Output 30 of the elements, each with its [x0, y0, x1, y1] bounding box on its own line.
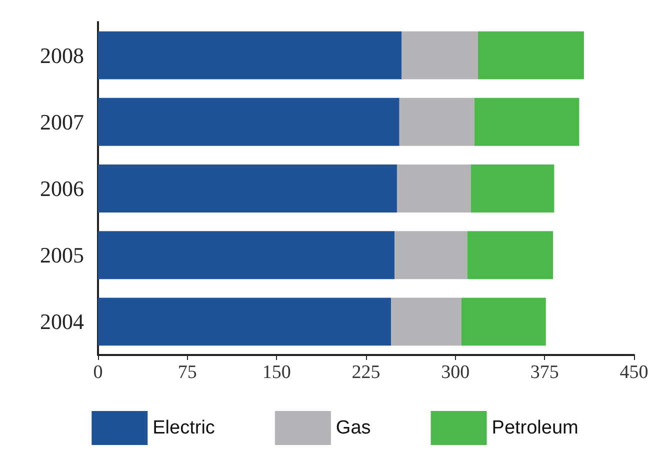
bar: [470, 164, 554, 212]
bar: [402, 31, 478, 80]
bar: [98, 231, 395, 280]
x-tick-label: 75: [178, 362, 197, 383]
bar: [399, 98, 474, 146]
bar: [478, 31, 584, 80]
y-tick-label: 2004: [40, 309, 84, 334]
y-tick-label: 2006: [40, 176, 84, 201]
bar: [98, 31, 402, 80]
bar: [98, 164, 397, 212]
bar: [474, 98, 580, 146]
legend-label: Electric: [152, 418, 215, 438]
bar: [467, 231, 554, 280]
bar: [394, 231, 468, 280]
bar: [98, 298, 392, 346]
y-tick-label: 2007: [40, 109, 84, 134]
legend-label: Petroleum: [492, 418, 578, 438]
x-tick-label: 300: [441, 362, 470, 383]
bar: [391, 298, 462, 346]
bar: [98, 98, 400, 146]
y-tick-label: 2005: [40, 242, 84, 268]
x-tick-label: 375: [530, 362, 559, 383]
bar: [461, 298, 546, 346]
x-tick-label: 0: [93, 362, 103, 383]
x-tick-label: 150: [262, 362, 291, 383]
legend-label: Gas: [336, 418, 371, 438]
bar: [396, 164, 471, 212]
x-tick-label: 225: [352, 362, 380, 383]
x-tick-label: 450: [620, 362, 648, 383]
y-tick-label: 2008: [40, 42, 84, 68]
